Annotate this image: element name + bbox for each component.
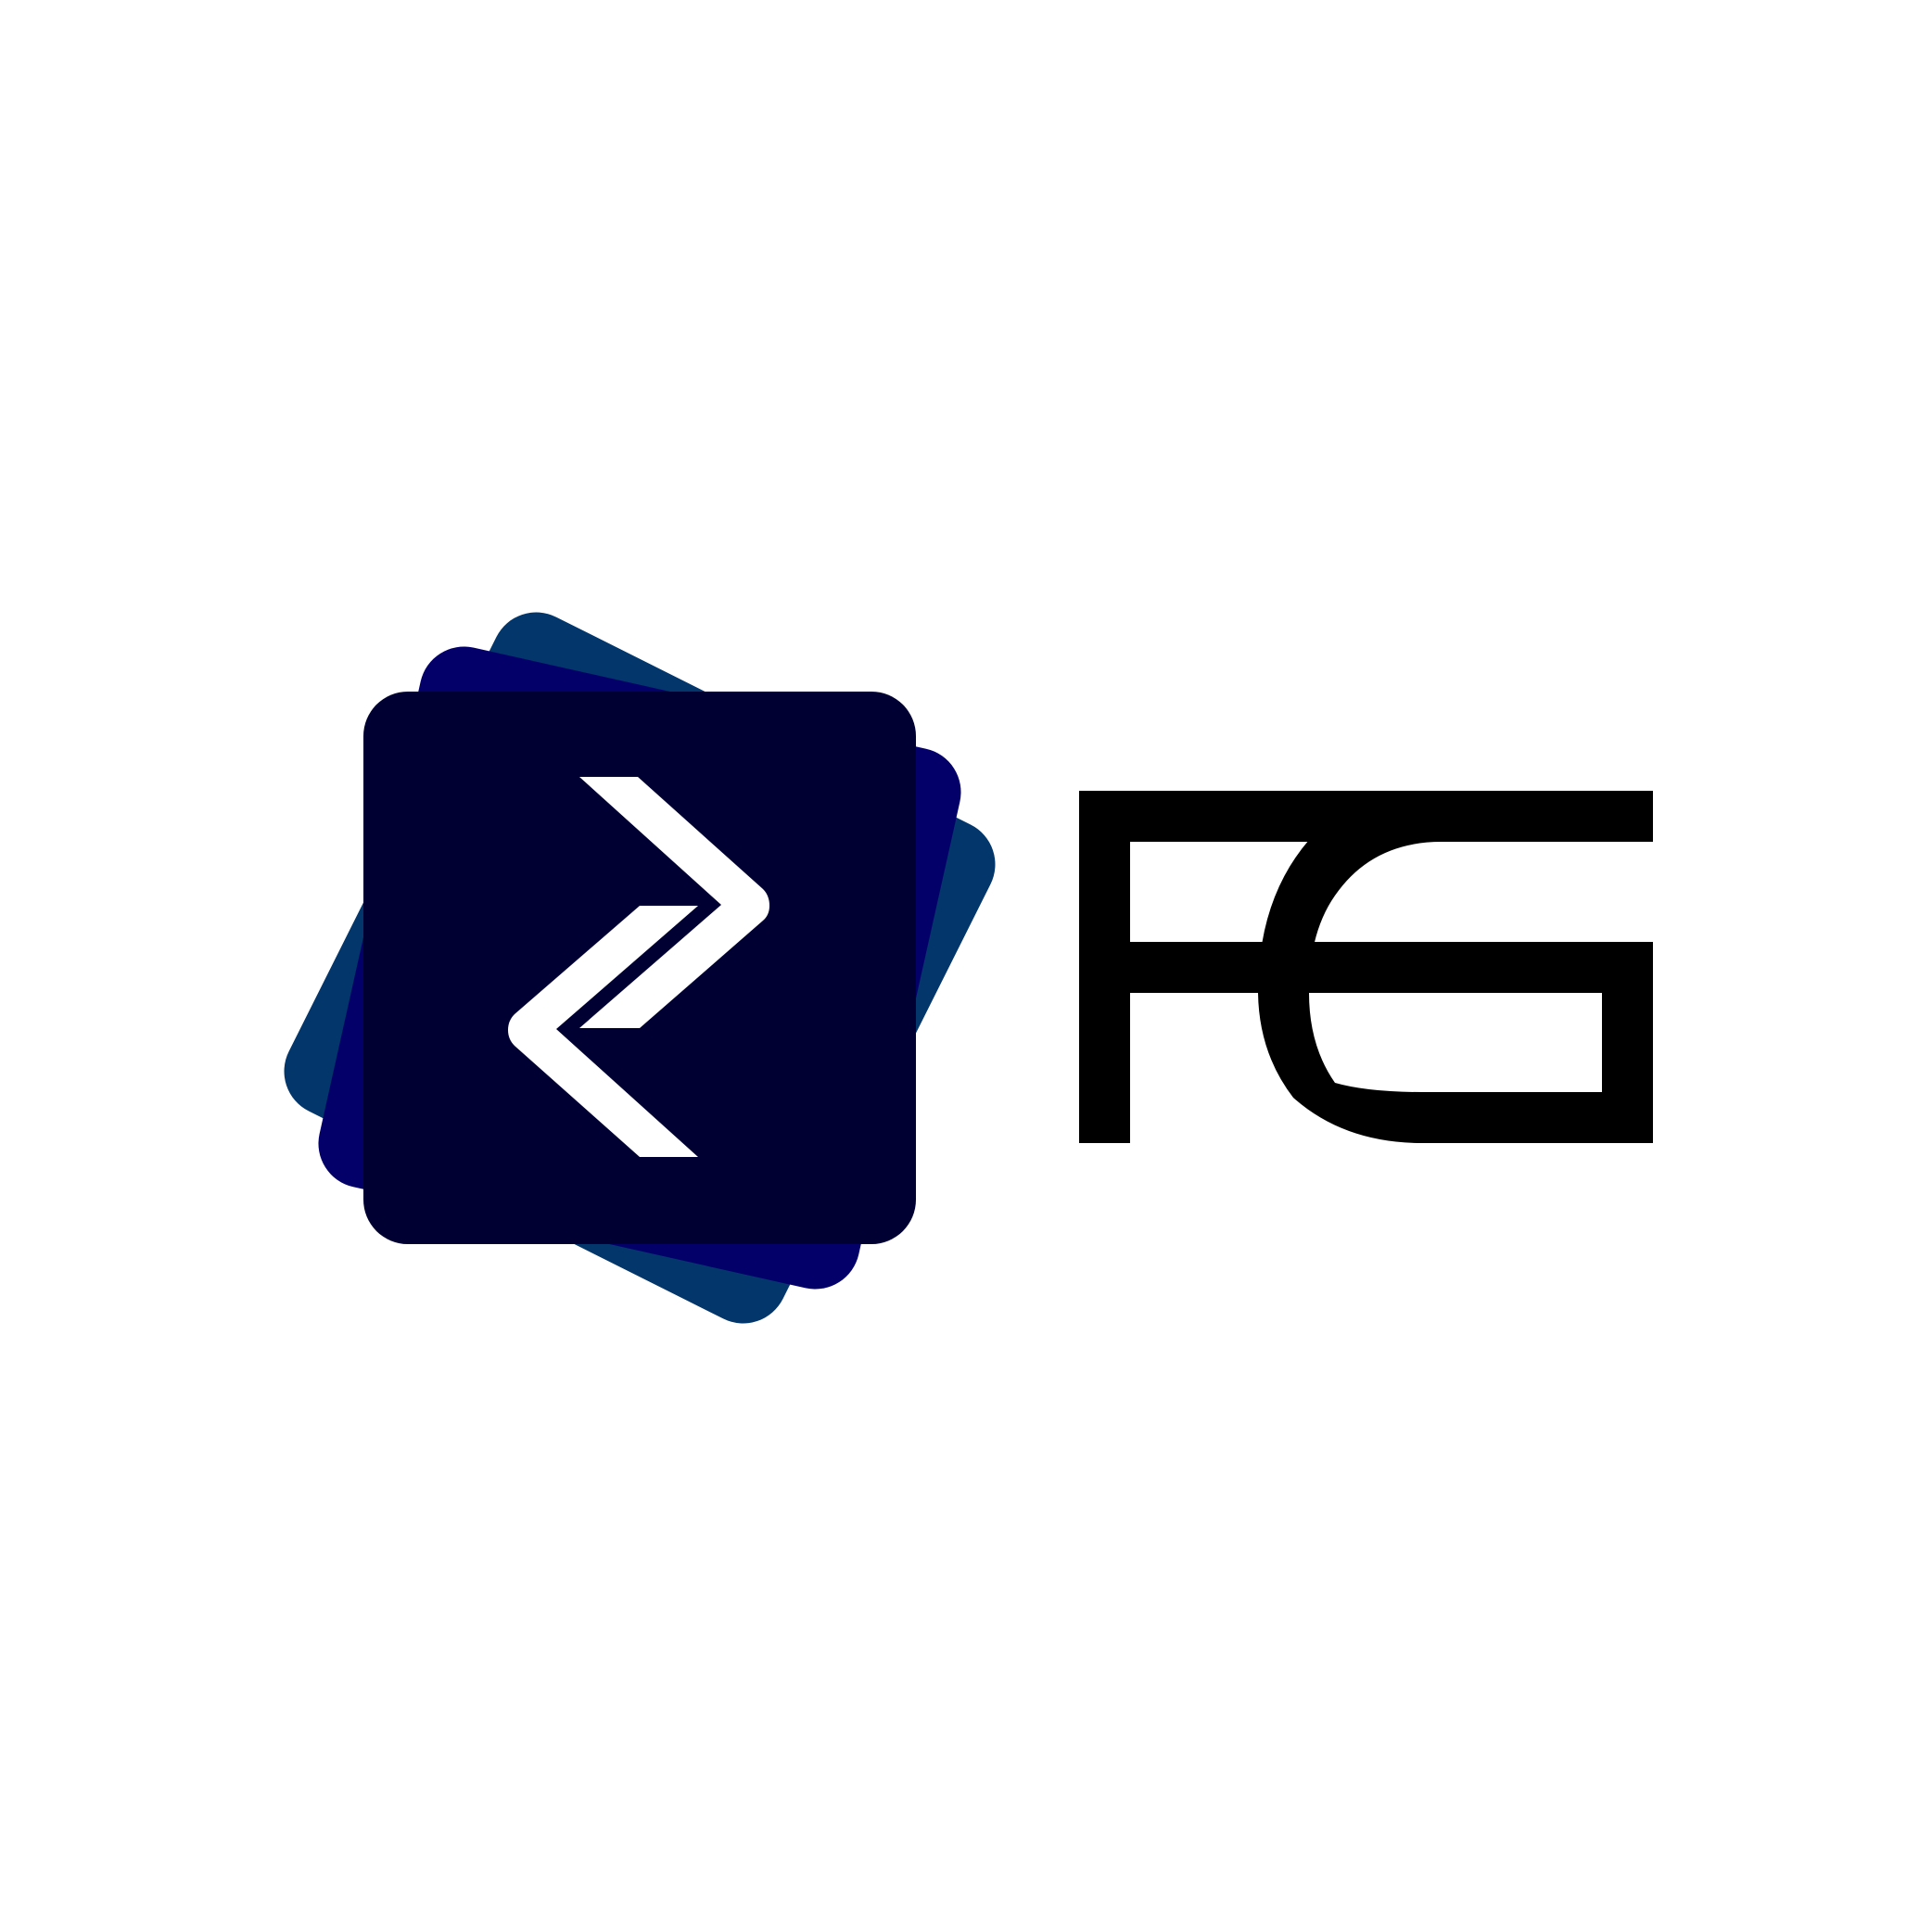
- stacked-squares-chevron-icon: [284, 612, 996, 1324]
- chevron-mark-lower: [508, 906, 698, 1157]
- letter-g-bottom-bar: [1422, 1092, 1653, 1143]
- chevron-mark: [579, 777, 769, 1028]
- letter-f-middle-bar: [1079, 942, 1653, 993]
- fg-wordmark: [1079, 791, 1653, 1143]
- letter-g-bowl: [1258, 791, 1442, 1143]
- front-square: [363, 692, 916, 1244]
